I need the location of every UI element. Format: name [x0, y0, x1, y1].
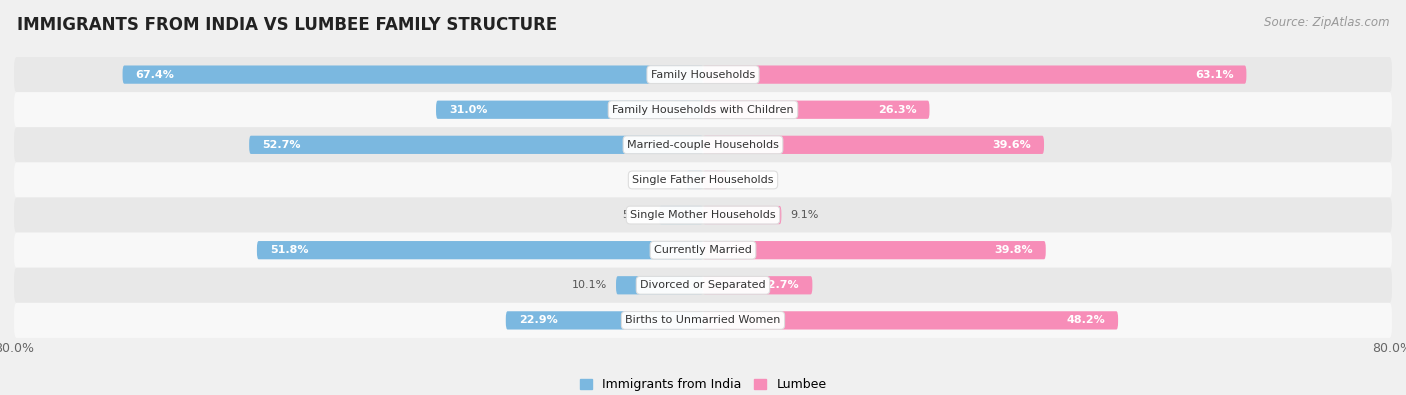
FancyBboxPatch shape	[686, 171, 703, 189]
Text: Currently Married: Currently Married	[654, 245, 752, 255]
FancyBboxPatch shape	[436, 101, 703, 119]
FancyBboxPatch shape	[14, 303, 1392, 338]
Legend: Immigrants from India, Lumbee: Immigrants from India, Lumbee	[575, 373, 831, 395]
Text: 52.7%: 52.7%	[262, 140, 301, 150]
Text: IMMIGRANTS FROM INDIA VS LUMBEE FAMILY STRUCTURE: IMMIGRANTS FROM INDIA VS LUMBEE FAMILY S…	[17, 16, 557, 34]
FancyBboxPatch shape	[14, 233, 1392, 268]
FancyBboxPatch shape	[703, 101, 929, 119]
Text: Single Father Households: Single Father Households	[633, 175, 773, 185]
FancyBboxPatch shape	[249, 136, 703, 154]
Text: 39.8%: 39.8%	[994, 245, 1033, 255]
Text: 1.9%: 1.9%	[650, 175, 678, 185]
Text: 10.1%: 10.1%	[572, 280, 607, 290]
Text: 5.1%: 5.1%	[623, 210, 651, 220]
FancyBboxPatch shape	[506, 311, 703, 329]
FancyBboxPatch shape	[14, 127, 1392, 162]
Text: 26.3%: 26.3%	[877, 105, 917, 115]
Text: Divorced or Separated: Divorced or Separated	[640, 280, 766, 290]
FancyBboxPatch shape	[14, 57, 1392, 92]
Text: 2.8%: 2.8%	[735, 175, 765, 185]
Text: Family Households: Family Households	[651, 70, 755, 80]
FancyBboxPatch shape	[703, 311, 1118, 329]
FancyBboxPatch shape	[14, 198, 1392, 233]
Text: Married-couple Households: Married-couple Households	[627, 140, 779, 150]
FancyBboxPatch shape	[703, 171, 727, 189]
Text: Births to Unmarried Women: Births to Unmarried Women	[626, 315, 780, 325]
Text: Source: ZipAtlas.com: Source: ZipAtlas.com	[1264, 16, 1389, 29]
Text: 31.0%: 31.0%	[449, 105, 488, 115]
FancyBboxPatch shape	[703, 276, 813, 294]
FancyBboxPatch shape	[703, 206, 782, 224]
Text: 12.7%: 12.7%	[761, 280, 800, 290]
FancyBboxPatch shape	[703, 136, 1045, 154]
FancyBboxPatch shape	[659, 206, 703, 224]
FancyBboxPatch shape	[14, 92, 1392, 127]
FancyBboxPatch shape	[616, 276, 703, 294]
FancyBboxPatch shape	[14, 162, 1392, 198]
FancyBboxPatch shape	[122, 66, 703, 84]
FancyBboxPatch shape	[257, 241, 703, 259]
Text: 67.4%: 67.4%	[135, 70, 174, 80]
Text: 48.2%: 48.2%	[1066, 315, 1105, 325]
Text: Single Mother Households: Single Mother Households	[630, 210, 776, 220]
FancyBboxPatch shape	[703, 66, 1246, 84]
Text: Family Households with Children: Family Households with Children	[612, 105, 794, 115]
Text: 22.9%: 22.9%	[519, 315, 557, 325]
Text: 51.8%: 51.8%	[270, 245, 308, 255]
FancyBboxPatch shape	[14, 268, 1392, 303]
Text: 9.1%: 9.1%	[790, 210, 818, 220]
Text: 63.1%: 63.1%	[1195, 70, 1233, 80]
FancyBboxPatch shape	[703, 241, 1046, 259]
Text: 39.6%: 39.6%	[993, 140, 1031, 150]
